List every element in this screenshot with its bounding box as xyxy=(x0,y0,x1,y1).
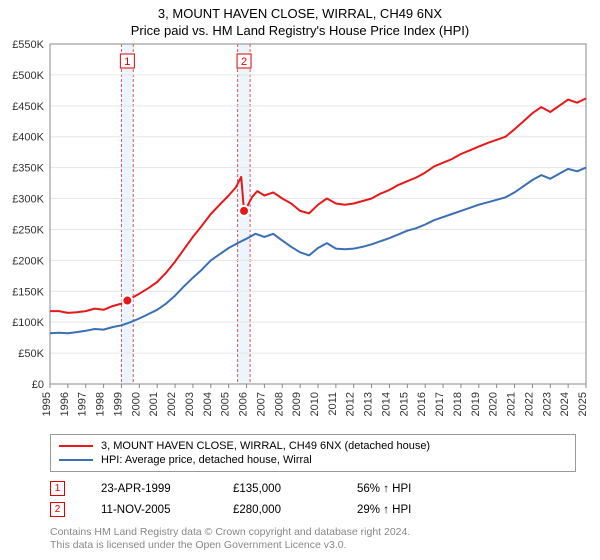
svg-text:2006: 2006 xyxy=(238,392,250,416)
svg-text:1996: 1996 xyxy=(59,392,71,416)
sale-row: 1 23-APR-1999 £135,000 56% ↑ HPI xyxy=(50,478,576,499)
svg-text:2: 2 xyxy=(241,56,247,68)
svg-text:£100K: £100K xyxy=(12,317,44,329)
chart-subtitle: Price paid vs. HM Land Registry's House … xyxy=(0,21,600,38)
svg-text:£0: £0 xyxy=(32,379,44,391)
svg-text:£450K: £450K xyxy=(12,101,44,113)
svg-text:1998: 1998 xyxy=(95,392,107,416)
svg-text:£550K: £550K xyxy=(12,39,44,51)
svg-text:2000: 2000 xyxy=(130,392,142,416)
sale-date: 23-APR-1999 xyxy=(101,483,197,495)
svg-text:2012: 2012 xyxy=(345,392,357,416)
svg-text:2024: 2024 xyxy=(559,392,571,416)
legend-row: HPI: Average price, detached house, Wirr… xyxy=(59,453,567,467)
svg-text:£350K: £350K xyxy=(12,163,44,175)
attribution-line-1: Contains HM Land Registry data © Crown c… xyxy=(50,526,576,539)
svg-text:2007: 2007 xyxy=(255,392,267,416)
svg-text:£300K: £300K xyxy=(12,194,44,206)
svg-text:2021: 2021 xyxy=(506,392,518,416)
svg-text:2017: 2017 xyxy=(434,392,446,416)
svg-text:2023: 2023 xyxy=(541,392,553,416)
legend-box: 3, MOUNT HAVEN CLOSE, WIRRAL, CH49 6NX (… xyxy=(50,434,576,472)
svg-text:2001: 2001 xyxy=(148,392,160,416)
svg-text:2015: 2015 xyxy=(398,392,410,416)
svg-text:2013: 2013 xyxy=(363,392,375,416)
svg-text:2002: 2002 xyxy=(166,392,178,416)
attribution-line-2: This data is licensed under the Open Gov… xyxy=(50,539,576,552)
svg-text:1: 1 xyxy=(124,56,130,68)
svg-text:1999: 1999 xyxy=(112,392,124,416)
attribution: Contains HM Land Registry data © Crown c… xyxy=(50,526,576,552)
sale-date: 11-NOV-2005 xyxy=(101,504,197,516)
svg-text:2010: 2010 xyxy=(309,392,321,416)
svg-text:2019: 2019 xyxy=(470,392,482,416)
svg-text:2005: 2005 xyxy=(220,392,232,416)
legend-swatch xyxy=(59,445,93,447)
chart-svg: £0 £50K £100K £150K £200K £250K £300K £350K £400… xyxy=(0,38,600,432)
svg-text:2014: 2014 xyxy=(380,392,392,416)
sale-price: £280,000 xyxy=(233,504,321,516)
svg-text:2020: 2020 xyxy=(488,392,500,416)
legend-label: HPI: Average price, detached house, Wirr… xyxy=(101,454,312,466)
svg-text:2011: 2011 xyxy=(327,392,339,416)
sales-list: 1 23-APR-1999 £135,000 56% ↑ HPI 2 11-NOV-200… xyxy=(50,478,576,520)
svg-text:2003: 2003 xyxy=(184,392,196,416)
svg-text:£200K: £200K xyxy=(12,255,44,267)
svg-text:£50K: £50K xyxy=(18,348,44,360)
sale-diff: 56% ↑ HPI xyxy=(357,483,437,495)
legend-row: 3, MOUNT HAVEN CLOSE, WIRRAL, CH49 6NX (… xyxy=(59,439,567,453)
svg-text:£500K: £500K xyxy=(12,70,44,82)
sale-marker-box: 1 xyxy=(50,481,65,496)
svg-text:2022: 2022 xyxy=(523,392,535,416)
sale-diff: 29% ↑ HPI xyxy=(357,504,437,516)
sale-marker-box: 2 xyxy=(50,502,65,517)
svg-text:2008: 2008 xyxy=(273,392,285,416)
svg-text:£250K: £250K xyxy=(12,224,44,236)
sale-row: 2 11-NOV-2005 £280,000 29% ↑ HPI xyxy=(50,499,576,520)
legend-swatch xyxy=(59,459,93,461)
svg-text:£400K: £400K xyxy=(12,132,44,144)
svg-text:2018: 2018 xyxy=(452,392,464,416)
svg-text:2004: 2004 xyxy=(202,392,214,416)
svg-text:1997: 1997 xyxy=(77,392,89,416)
chart-page: 3, MOUNT HAVEN CLOSE, WIRRAL, CH49 6NX P… xyxy=(0,0,600,560)
svg-text:2016: 2016 xyxy=(416,392,428,416)
svg-text:2025: 2025 xyxy=(577,392,589,416)
chart-area: £0 £50K £100K £150K £200K £250K £300K £350K £400… xyxy=(0,38,600,432)
legend-label: 3, MOUNT HAVEN CLOSE, WIRRAL, CH49 6NX (… xyxy=(101,440,430,452)
chart-title: 3, MOUNT HAVEN CLOSE, WIRRAL, CH49 6NX xyxy=(0,0,600,21)
svg-text:2009: 2009 xyxy=(291,392,303,416)
svg-text:£150K: £150K xyxy=(12,286,44,298)
sale-price: £135,000 xyxy=(233,483,321,495)
svg-text:1995: 1995 xyxy=(41,392,53,416)
